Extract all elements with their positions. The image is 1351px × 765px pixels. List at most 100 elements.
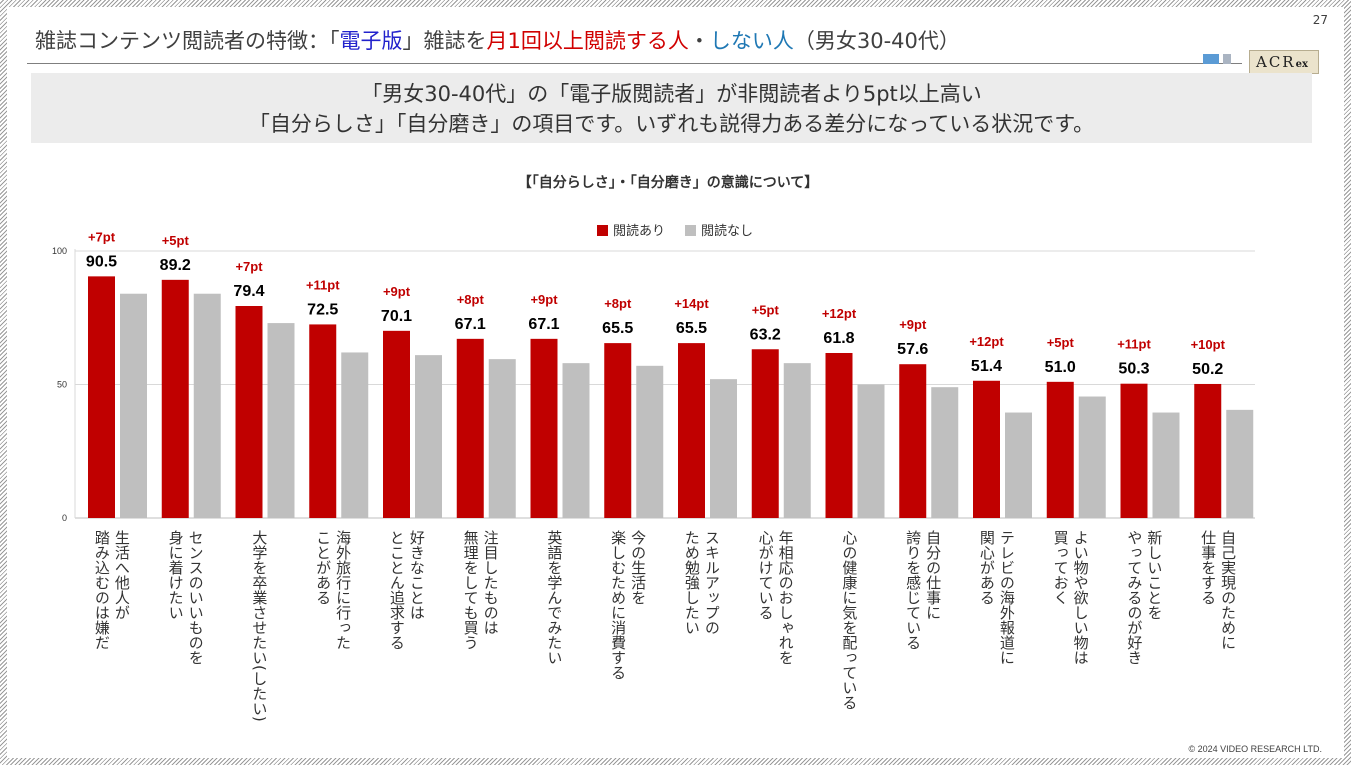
bar-non-readers [193,293,221,518]
category-label: 身に着けたい [167,530,185,620]
bar-readers [161,279,189,518]
data-label-readers: 70.1 [381,308,412,325]
data-label-readers: 50.3 [1118,361,1149,378]
data-label-readers: 63.2 [750,326,781,343]
diff-label: +9pt [899,317,927,332]
category-label: 仕事をする [1199,530,1217,605]
diff-label: +7pt [88,229,116,244]
blue-square-icon [1203,54,1219,64]
diff-label: +8pt [457,292,485,307]
title-part: 電子版 [339,29,403,53]
bar-readers [383,330,410,518]
category-label: 関心がある [978,530,996,605]
data-label-readers: 72.5 [307,301,338,318]
bar-non-readers [783,363,811,518]
bar-readers [530,338,558,518]
diff-label: +11pt [1117,337,1151,352]
bar-non-readers [857,384,885,518]
bar-non-readers [341,352,369,518]
diff-label: +10pt [1191,337,1226,352]
bar-non-readers [1078,396,1106,518]
bar-non-readers [636,365,664,518]
category-label: 踏み込むのは嫌だ [93,530,111,650]
copyright: © 2024 VIDEO RESEARCH LTD. [1188,744,1322,754]
diff-label: +5pt [162,233,190,248]
bar-readers [235,306,263,518]
category-label: 年相応のおしゃれを [777,530,795,665]
bar-readers [751,349,779,518]
slide: 雑誌コンテンツ閲読者の特徴：「電子版」雑誌を月1回以上閲読する人・しない人（男女… [7,7,1344,758]
title-part: 」雑誌を [402,29,487,53]
legend-label-readers: 閲読あり [613,223,665,239]
y-tick-label: 50 [57,380,67,390]
bar-non-readers [415,355,442,518]
bar-non-readers [267,323,295,518]
category-label: 無理をしても買う [462,530,480,650]
diff-label: +12pt [822,306,857,321]
category-label: 好きなことは [408,530,426,620]
diff-label: +8pt [604,296,632,311]
bar-non-readers [1226,409,1254,518]
data-label-readers: 67.1 [455,316,486,333]
data-label-readers: 90.5 [86,253,117,270]
legend-swatch-readers [597,225,608,236]
data-label-readers: 65.5 [602,320,633,337]
category-label: 新しいことを [1145,530,1163,620]
data-label-readers: 50.2 [1192,361,1223,378]
bar-non-readers [1005,412,1032,518]
data-label-readers: 67.1 [528,316,559,333]
data-label-readers: 61.8 [823,330,854,347]
title-divider [27,63,1242,64]
title-part: （男女30-40代） [793,29,960,53]
bar-non-readers [1152,412,1180,518]
y-tick-label: 100 [52,246,67,256]
category-label: 今の生活を [629,530,647,605]
diff-label: +9pt [530,292,558,307]
category-label: とことん追求する [388,530,406,650]
diff-label: +11pt [306,277,340,292]
category-label: 英語を学んでみたい [545,529,563,665]
bar-non-readers [562,363,590,518]
diff-label: +12pt [969,334,1004,349]
bar-non-readers [710,379,737,518]
logo-text: ACR [1256,53,1296,71]
category-label: 生活へ他人が [113,530,131,620]
bar-readers [678,343,705,518]
diff-label: +9pt [383,284,411,299]
bar-readers [1046,381,1074,518]
category-label: 自己実現のために [1219,530,1237,650]
data-label-readers: 57.6 [897,341,928,358]
bar-chart: 【「自分らしさ」・「自分磨き」の意識について】閲読あり 閲読なし 0 50 100 90.… [52,174,1255,722]
bar-readers [309,324,337,518]
bar-non-readers [931,387,959,518]
summary-line-2: 「自分らしさ」「自分磨き」の項目です。いずれも説得力ある差分になっている状況です… [248,112,1095,136]
title-part: しない人 [709,29,794,53]
summary-box: 「男女30-40代」の「電子版閲読者」が非閲読者より5pt以上高い 「自分らしさ… [31,73,1312,143]
diff-label: +7pt [235,259,263,274]
gray-square-icon [1223,54,1231,64]
category-label: やってみるのが好き [1125,530,1143,665]
chart-title: 【「自分らしさ」・「自分磨き」の意識について】 [518,174,819,191]
bar-non-readers [120,293,147,518]
category-label: よい物や欲しい物は [1072,530,1090,665]
bar-readers [456,338,484,518]
title-part: 雑誌コンテンツ閲読者の特徴：「 [35,29,340,53]
diff-label: +14pt [674,296,709,311]
diff-label: +5pt [752,302,780,317]
bar-readers [825,352,853,518]
category-label: 心の健康に気を配っている [840,530,858,710]
category-label: 買っておく [1052,530,1070,605]
title-part: ・ [688,29,710,53]
data-label-readers: 51.4 [971,358,1002,375]
bar-non-readers [488,359,516,518]
data-label-readers: 65.5 [676,320,707,337]
bar-readers [973,380,1000,518]
category-label: 誇りを感じている [904,530,922,650]
title-part: 月1回以上閲読する人 [486,29,689,53]
category-label: 注目したものは [482,530,500,635]
category-label: 心がけている [757,530,775,620]
category-label: 楽しむために消費する [609,530,627,680]
legend-label-non-readers: 閲読なし [701,223,753,239]
bar-readers [604,343,632,518]
category-label: 自分の仕事に [924,530,942,620]
